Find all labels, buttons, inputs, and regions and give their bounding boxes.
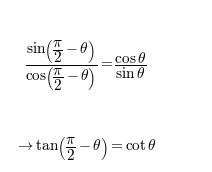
Text: $\dfrac{\sin\!\left(\dfrac{\pi}{2} - \theta\right)}{\cos\!\left(\dfrac{\pi}{2} -: $\dfrac{\sin\!\left(\dfrac{\pi}{2} - \th…	[25, 38, 147, 93]
Text: $\rightarrow \tan\!\left(\dfrac{\pi}{2} - \theta\right) = \cot\theta$: $\rightarrow \tan\!\left(\dfrac{\pi}{2} …	[15, 135, 157, 162]
